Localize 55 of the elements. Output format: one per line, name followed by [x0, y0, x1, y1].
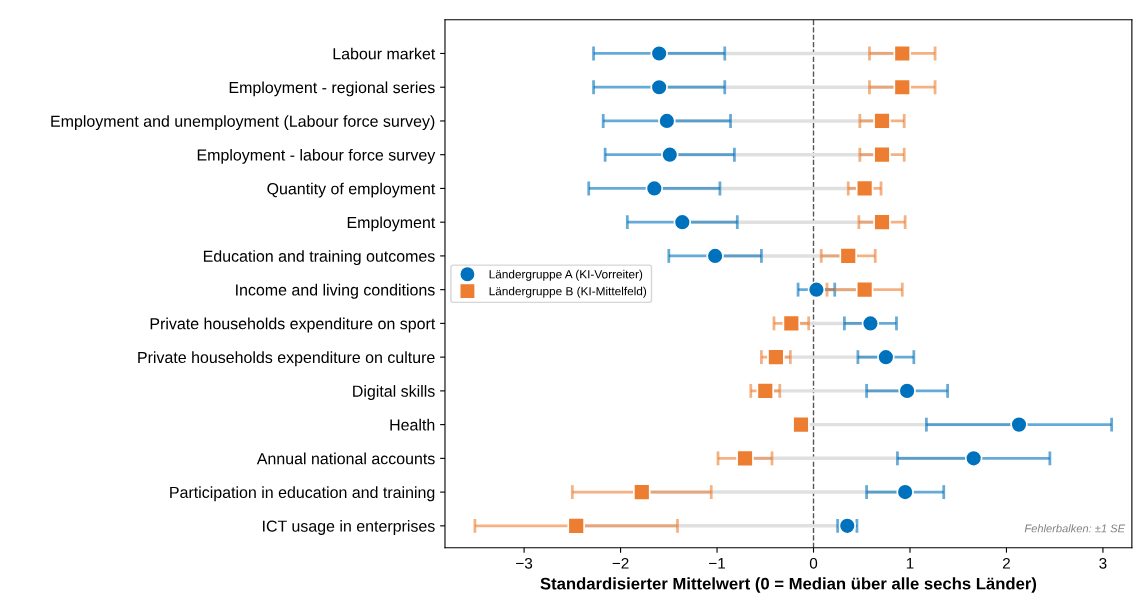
point — [873, 112, 891, 130]
point — [807, 280, 826, 299]
x-axis-title: Standardisierter Mittelwert (0 = Median über alle sechs Länder) — [540, 577, 1037, 593]
point — [567, 517, 585, 535]
point — [645, 179, 664, 198]
x-tick-label: −3 — [516, 557, 533, 569]
point — [736, 449, 754, 468]
point — [898, 382, 916, 400]
point — [873, 213, 891, 231]
point — [650, 44, 668, 63]
point — [756, 382, 775, 400]
point — [873, 145, 891, 164]
point — [839, 247, 857, 265]
point — [633, 483, 651, 501]
point — [767, 348, 785, 366]
point — [706, 247, 724, 265]
y-tick-label: Health — [390, 418, 435, 431]
y-tick-label: Private households expenditure on culture — [138, 351, 435, 367]
point — [1010, 415, 1028, 434]
y-tick-label: Quantity of employment — [267, 182, 436, 198]
y-tick-label: Employment and unemployment (Labour force survey) — [51, 115, 435, 131]
x-tick-label: 0 — [809, 557, 818, 569]
point — [782, 314, 801, 333]
point — [896, 483, 914, 501]
point — [792, 415, 810, 434]
y-tick-label: Digital skills — [353, 385, 435, 400]
point — [893, 44, 912, 63]
x-tick-label: −2 — [612, 557, 629, 569]
annotation: Fehlerbalken: ±1 SE — [1024, 524, 1126, 533]
x-tick-label: 1 — [906, 558, 914, 569]
point — [673, 213, 692, 231]
y-tick-label: Employment — [347, 216, 436, 232]
x-tick-label: 2 — [1002, 557, 1010, 569]
y-tick-label: Labour market — [333, 47, 436, 60]
y-tick-label: Annual national accounts — [256, 452, 435, 465]
y-tick-label: Employment - regional series — [229, 81, 435, 97]
x-tick-label: −1 — [709, 558, 726, 569]
x-tick-label: 3 — [1099, 557, 1107, 569]
legend-label: Ländergruppe B (KI-Mittelfeld) — [489, 286, 647, 298]
point — [855, 179, 874, 198]
point — [855, 280, 874, 299]
y-tick-label: Income and living conditions — [236, 283, 435, 299]
y-tick-label: Education and training outcomes — [203, 250, 435, 266]
y-tick-label: Employment - labour force survey — [197, 148, 436, 164]
legend-label: Ländergruppe A (KI-Vorreiter) — [489, 269, 643, 281]
point — [650, 78, 668, 96]
y-tick-label: Private households expenditure on sport — [150, 317, 436, 333]
y-tick-label: Participation in education and training — [170, 486, 435, 502]
point — [877, 348, 895, 366]
point — [658, 112, 676, 130]
point — [661, 145, 679, 164]
point — [893, 78, 912, 96]
y-tick-label: ICT usage in enterprises — [263, 520, 435, 535]
point — [964, 449, 983, 468]
point — [861, 314, 880, 333]
